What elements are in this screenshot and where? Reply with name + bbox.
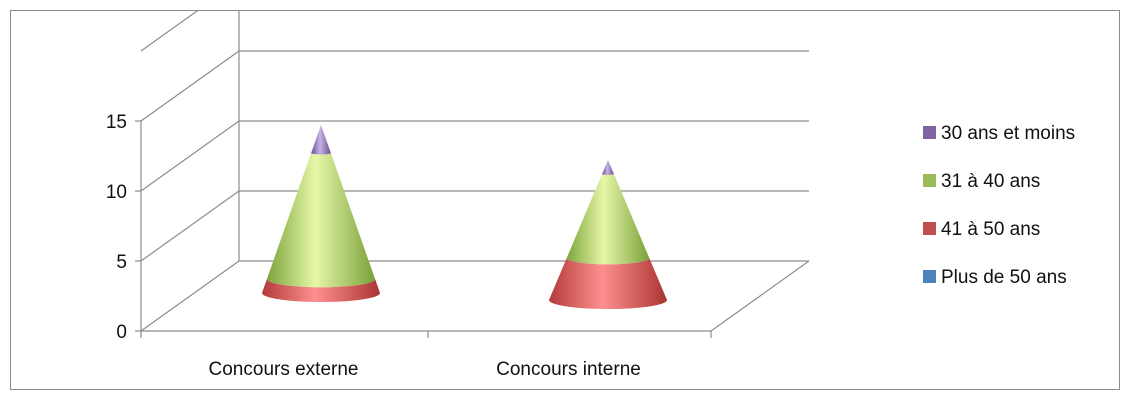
x-category-label: Concours interne [496, 359, 641, 380]
legend-swatch [923, 222, 936, 235]
x-axis-labels: Concours externe Concours interne [209, 359, 641, 380]
cone-segment [266, 153, 376, 288]
side-gridline [140, 260, 240, 332]
cone-segment [549, 258, 667, 309]
cone-segment [566, 174, 650, 265]
floor-edge [710, 260, 810, 332]
side-gridline [140, 11, 199, 52]
legend-label: 41 à 50 ans [941, 219, 1040, 240]
x-category-label: Concours externe [209, 359, 359, 380]
chart-walls [135, 11, 810, 338]
legend-label: Plus de 50 ans [941, 267, 1067, 288]
legend-label: 31 à 40 ans [941, 171, 1040, 192]
y-tick-label: 15 [106, 112, 127, 133]
cone-segment [311, 125, 331, 155]
legend-swatch [923, 126, 936, 139]
legend-label: 30 ans et moins [941, 123, 1075, 144]
chart-container: 0 5 10 15 Concours externe Concours interne … [10, 10, 1120, 390]
y-tick-label: 5 [116, 252, 127, 273]
y-tick-label: 0 [116, 322, 127, 343]
side-gridline [140, 120, 240, 192]
cone-segment [602, 160, 614, 175]
legend-swatch [923, 174, 936, 187]
y-axis-ticks: 0 5 10 15 [106, 112, 127, 343]
cone-segment [262, 279, 380, 302]
side-gridline [140, 190, 240, 262]
cone-series [262, 125, 667, 309]
legend: 30 ans et moins 31 à 40 ans 41 à 50 ans Plu… [923, 123, 1075, 288]
legend-swatch [923, 270, 936, 283]
y-tick-label: 10 [106, 182, 127, 203]
side-gridline [140, 50, 240, 122]
